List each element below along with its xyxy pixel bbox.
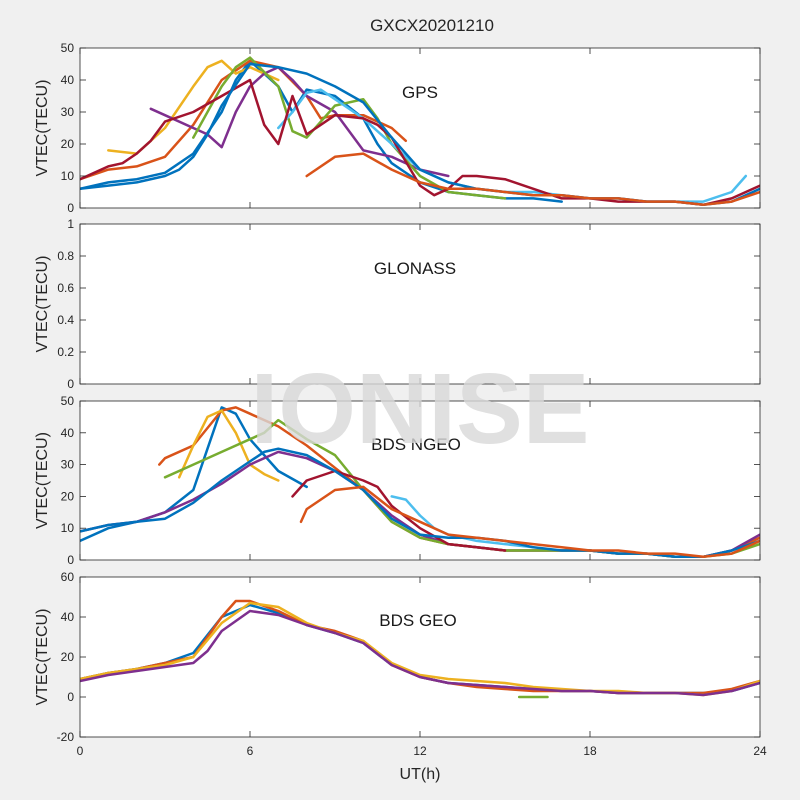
series-group — [80, 599, 760, 699]
series-group — [80, 406, 760, 559]
y-tick-label: 0.8 — [57, 249, 74, 263]
panel-glonass: 0 0.2 0.4 0.6 0.8 1 VTEC(TECU) GLONASS — [34, 217, 761, 391]
series-line — [299, 485, 760, 559]
x-tick-label: 12 — [413, 744, 427, 758]
chart-panels: 0 10 20 30 40 50 VTEC(TECU) GPS 0 0.2 0.4 0.6 0.8 1 VT… — [34, 41, 767, 758]
x-tick-label: 6 — [247, 744, 254, 758]
y-tick-label: 30 — [61, 105, 75, 119]
panel-gps: 0 10 20 30 40 50 VTEC(TECU) GPS — [34, 41, 761, 215]
y-axis-label: VTEC(TECU) — [34, 256, 51, 353]
series-line — [177, 409, 280, 482]
y-tick-label: 50 — [61, 41, 75, 55]
y-tick-label: -20 — [57, 730, 75, 744]
panel-label: GPS — [402, 83, 438, 102]
y-tick-label: 0 — [67, 553, 74, 567]
panel-label: BDS NGEO — [371, 435, 461, 454]
y-tick-label: 0 — [67, 201, 74, 215]
plot-area — [80, 224, 760, 384]
y-tick-label: 50 — [61, 394, 75, 408]
x-tick-label: 24 — [753, 744, 767, 758]
series-group — [80, 56, 760, 207]
panel-bds-ngeo: 0 10 20 30 40 50 VTEC(TECU) BDS NGEO — [34, 394, 761, 567]
panel-label: GLONASS — [374, 259, 456, 278]
y-tick-label: 10 — [61, 521, 75, 535]
series-line — [305, 152, 760, 207]
watermark-text: IONISE — [251, 353, 590, 465]
x-axis-label: UT(h) — [400, 766, 441, 783]
y-tick-label: 40 — [61, 610, 75, 624]
y-tick-label: 20 — [61, 489, 75, 503]
y-tick-label: 60 — [61, 570, 75, 584]
x-tick-label: 0 — [77, 744, 84, 758]
chart-title: GXCX20201210 — [370, 16, 494, 35]
y-axis-label: VTEC(TECU) — [34, 80, 51, 177]
series-line — [80, 609, 760, 697]
series-line — [149, 65, 450, 178]
y-tick-label: 0.2 — [57, 345, 74, 359]
y-tick-label: 20 — [61, 650, 75, 664]
y-tick-label: 40 — [61, 73, 75, 87]
y-tick-label: 0.4 — [57, 313, 74, 327]
y-tick-label: 20 — [61, 137, 75, 151]
y-tick-label: 10 — [61, 169, 75, 183]
y-tick-label: 0 — [67, 690, 74, 704]
y-axis-label: VTEC(TECU) — [34, 609, 51, 706]
x-tick-label: 18 — [583, 744, 597, 758]
series-line — [291, 469, 507, 552]
panel-label: BDS GEO — [379, 611, 456, 630]
series-line — [80, 78, 760, 207]
y-tick-label: 30 — [61, 458, 75, 472]
y-axis-label: VTEC(TECU) — [34, 432, 51, 529]
y-tick-label: 0 — [67, 377, 74, 391]
y-tick-label: 1 — [67, 217, 74, 231]
y-tick-label: 0.6 — [57, 281, 74, 295]
y-tick-label: 40 — [61, 426, 75, 440]
